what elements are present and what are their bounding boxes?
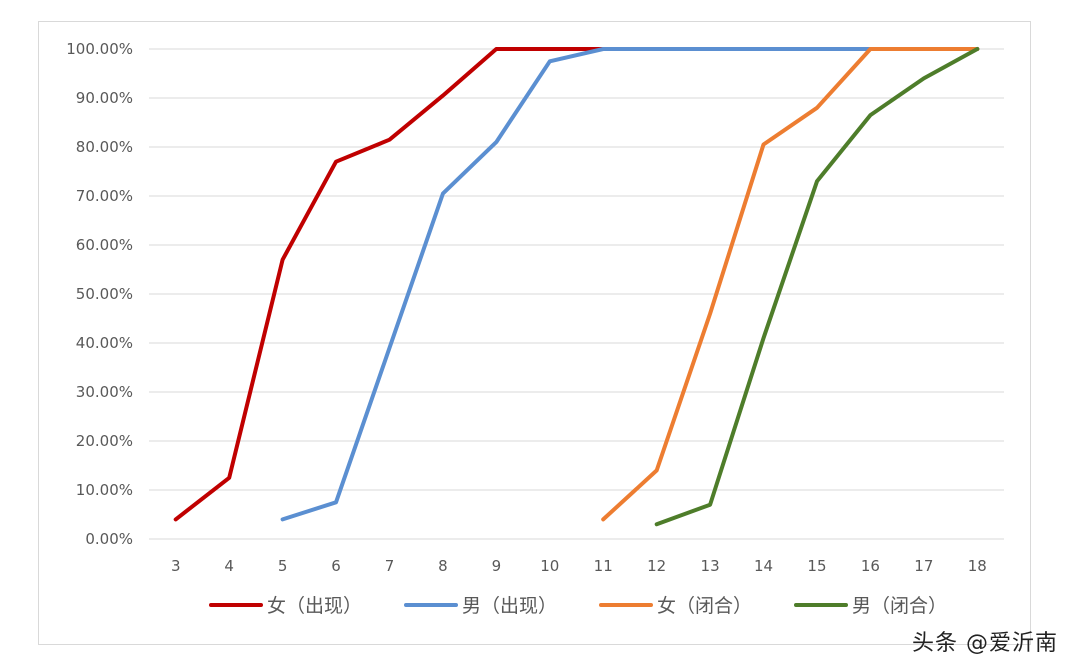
y-tick-label: 10.00% — [76, 481, 133, 499]
line-chart: 0.00% 10.00% 20.00% 30.00% 40.00% 50.00% 60.00… — [66, 40, 1004, 617]
x-tick-label: 16 — [861, 557, 880, 575]
x-axis-tick-labels: 3 4 5 6 7 8 9 10 11 12 13 14 15 16 17 18 — [171, 557, 987, 575]
y-tick-label: 40.00% — [76, 334, 133, 352]
x-tick-label: 17 — [914, 557, 933, 575]
y-tick-label: 20.00% — [76, 432, 133, 450]
legend-label-2: 女（闭合） — [657, 595, 752, 617]
y-tick-label: 50.00% — [76, 285, 133, 303]
x-tick-label: 15 — [807, 557, 826, 575]
series-line-0 — [173, 47, 980, 522]
x-tick-label: 12 — [647, 557, 666, 575]
x-tick-label: 10 — [540, 557, 559, 575]
y-tick-label: 100.00% — [66, 40, 133, 58]
x-tick-label: 9 — [492, 557, 502, 575]
y-axis-tick-labels: 0.00% 10.00% 20.00% 30.00% 40.00% 50.00% 60.00… — [66, 40, 133, 548]
x-tick-label: 3 — [171, 557, 181, 575]
legend: 女（出现） 男（出现） 女（闭合） 男（闭合） — [209, 595, 947, 617]
chart-frame: 0.00% 10.00% 20.00% 30.00% 40.00% 50.00% 60.00… — [38, 21, 1031, 645]
x-tick-label: 14 — [754, 557, 773, 575]
x-tick-label: 5 — [278, 557, 288, 575]
y-tick-label: 90.00% — [76, 89, 133, 107]
series-line-2 — [601, 47, 980, 522]
y-tick-label: 70.00% — [76, 187, 133, 205]
x-tick-label: 13 — [701, 557, 720, 575]
y-tick-label: 0.00% — [85, 530, 133, 548]
x-tick-label: 8 — [438, 557, 448, 575]
x-tick-label: 18 — [968, 557, 987, 575]
x-tick-label: 11 — [594, 557, 613, 575]
y-tick-label: 60.00% — [76, 236, 133, 254]
watermark-text: 头条 @爱沂南 — [912, 631, 1058, 656]
legend-label-1: 男（出现） — [462, 595, 557, 617]
x-tick-label: 6 — [331, 557, 341, 575]
series-line-3 — [654, 47, 980, 527]
x-tick-label: 4 — [224, 557, 234, 575]
series-line-1 — [280, 47, 980, 522]
series-lines — [173, 47, 980, 527]
y-tick-label: 80.00% — [76, 138, 133, 156]
legend-label-3: 男（闭合） — [852, 595, 947, 617]
gridlines — [149, 48, 1004, 540]
y-tick-label: 30.00% — [76, 383, 133, 401]
legend-label-0: 女（出现） — [267, 595, 362, 617]
x-tick-label: 7 — [385, 557, 395, 575]
